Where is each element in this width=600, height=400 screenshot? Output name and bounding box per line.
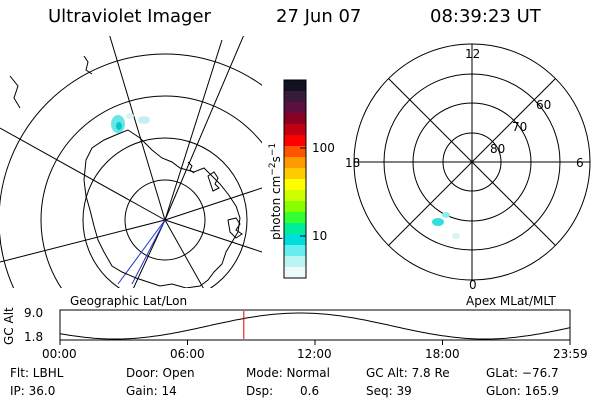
coastline bbox=[9, 75, 21, 109]
lon-line bbox=[164, 39, 223, 221]
unit-text: photon cm bbox=[269, 175, 283, 240]
coastline bbox=[227, 217, 243, 239]
time-tick-label: 00:00 bbox=[42, 347, 77, 361]
terminator-line bbox=[117, 219, 166, 285]
altitude-plot-frame bbox=[59, 309, 571, 341]
color-bar-segment bbox=[284, 212, 306, 224]
mlt-line bbox=[388, 78, 556, 246]
mlat-label-70: 70 bbox=[512, 120, 528, 134]
gc-alt-info: GC Alt: 7.8 Re bbox=[366, 366, 450, 380]
lon-line bbox=[164, 36, 244, 221]
color-bar-segment bbox=[284, 179, 306, 191]
color-bar-segment bbox=[284, 190, 306, 202]
time-tick-label: 18:00 bbox=[425, 347, 460, 361]
unit-text: s bbox=[269, 156, 283, 163]
color-bar-segment bbox=[284, 256, 306, 268]
lon-line bbox=[164, 187, 262, 221]
glat-info: GLat: −76.7 bbox=[486, 366, 559, 380]
mlat-label-80: 80 bbox=[490, 142, 506, 156]
dsp-label: Dsp: bbox=[246, 384, 274, 398]
observation-date: 27 Jun 07 bbox=[276, 6, 362, 27]
lon-line bbox=[132, 219, 166, 288]
coastline bbox=[187, 161, 195, 174]
color-bar-frame bbox=[283, 79, 307, 279]
observation-time: 08:39:23 UT bbox=[430, 6, 541, 27]
time-tick-label: 23:59 bbox=[553, 347, 588, 361]
time-tick-label: 06:00 bbox=[170, 347, 205, 361]
lon-line bbox=[164, 219, 262, 253]
lon-line bbox=[0, 219, 166, 263]
color-bar-segment bbox=[284, 267, 306, 279]
left-panel-caption: Geographic Lat/Lon bbox=[70, 294, 188, 308]
lon-line bbox=[109, 36, 166, 221]
color-bar bbox=[284, 80, 306, 279]
unit-exponent: −2 bbox=[268, 162, 278, 176]
gain-info: Gain: 14 bbox=[126, 384, 177, 398]
altitude-ymin: 1.8 bbox=[24, 330, 44, 344]
color-bar-segment bbox=[284, 80, 306, 92]
color-bar-segment bbox=[284, 102, 306, 114]
magnetic-polar-grid bbox=[353, 43, 591, 281]
altitude-ylabel: GC Alt bbox=[2, 307, 16, 345]
terminator-line bbox=[131, 219, 166, 285]
color-bar-segment bbox=[284, 223, 306, 235]
coastline bbox=[83, 55, 93, 75]
unit-exponent: −1 bbox=[268, 142, 278, 157]
coastline bbox=[83, 129, 241, 288]
seq-info: Seq: 39 bbox=[366, 384, 412, 398]
altitude-ymax: 9.0 bbox=[24, 306, 44, 320]
coastline bbox=[207, 171, 220, 192]
lon-line bbox=[0, 127, 166, 221]
glon-info: GLon: 165.9 bbox=[486, 384, 559, 398]
color-bar-segment bbox=[284, 168, 306, 180]
color-bar-segment bbox=[284, 234, 306, 246]
aurora-emission bbox=[432, 212, 460, 239]
lat-circle bbox=[82, 137, 248, 288]
color-bar-segment bbox=[284, 91, 306, 103]
door-info: Door: Open bbox=[126, 366, 195, 380]
color-bar-segment bbox=[284, 201, 306, 213]
color-bar-segment bbox=[284, 113, 306, 125]
right-panel-caption: Apex MLat/MLT bbox=[466, 294, 556, 308]
color-bar-segment bbox=[284, 124, 306, 136]
mlt-label-6: 6 bbox=[576, 156, 584, 170]
color-bar-segment bbox=[284, 245, 306, 257]
aurora-emission bbox=[111, 113, 150, 133]
color-bar-segment bbox=[284, 146, 306, 158]
mlt-label-12: 12 bbox=[465, 47, 481, 61]
geographic-map bbox=[0, 36, 262, 288]
lat-circle bbox=[0, 53, 262, 288]
mlt-label-18: 18 bbox=[345, 156, 361, 170]
ip-info: IP: 36.0 bbox=[10, 384, 56, 398]
color-bar-segment bbox=[284, 157, 306, 169]
filter-info: Flt: LBHL bbox=[10, 366, 64, 380]
mlat-label-60: 60 bbox=[536, 98, 552, 112]
time-tick-label: 12:00 bbox=[297, 347, 332, 361]
lon-line bbox=[164, 219, 204, 288]
lat-circle bbox=[124, 179, 206, 261]
dsp-value: 0.6 bbox=[300, 384, 320, 398]
altitude-curve bbox=[59, 312, 571, 340]
mode-info: Mode: Normal bbox=[246, 366, 330, 380]
mlt-label-0: 0 bbox=[469, 278, 477, 292]
lat-circle bbox=[40, 95, 262, 288]
color-bar-tick-label: 10 bbox=[312, 229, 328, 243]
color-bar-segment bbox=[284, 135, 306, 147]
color-bar-tick-label: 100 bbox=[312, 141, 335, 155]
instrument-title: Ultraviolet Imager bbox=[48, 6, 211, 27]
color-bar-unit-label: photon cm−2s−1 bbox=[268, 143, 283, 240]
